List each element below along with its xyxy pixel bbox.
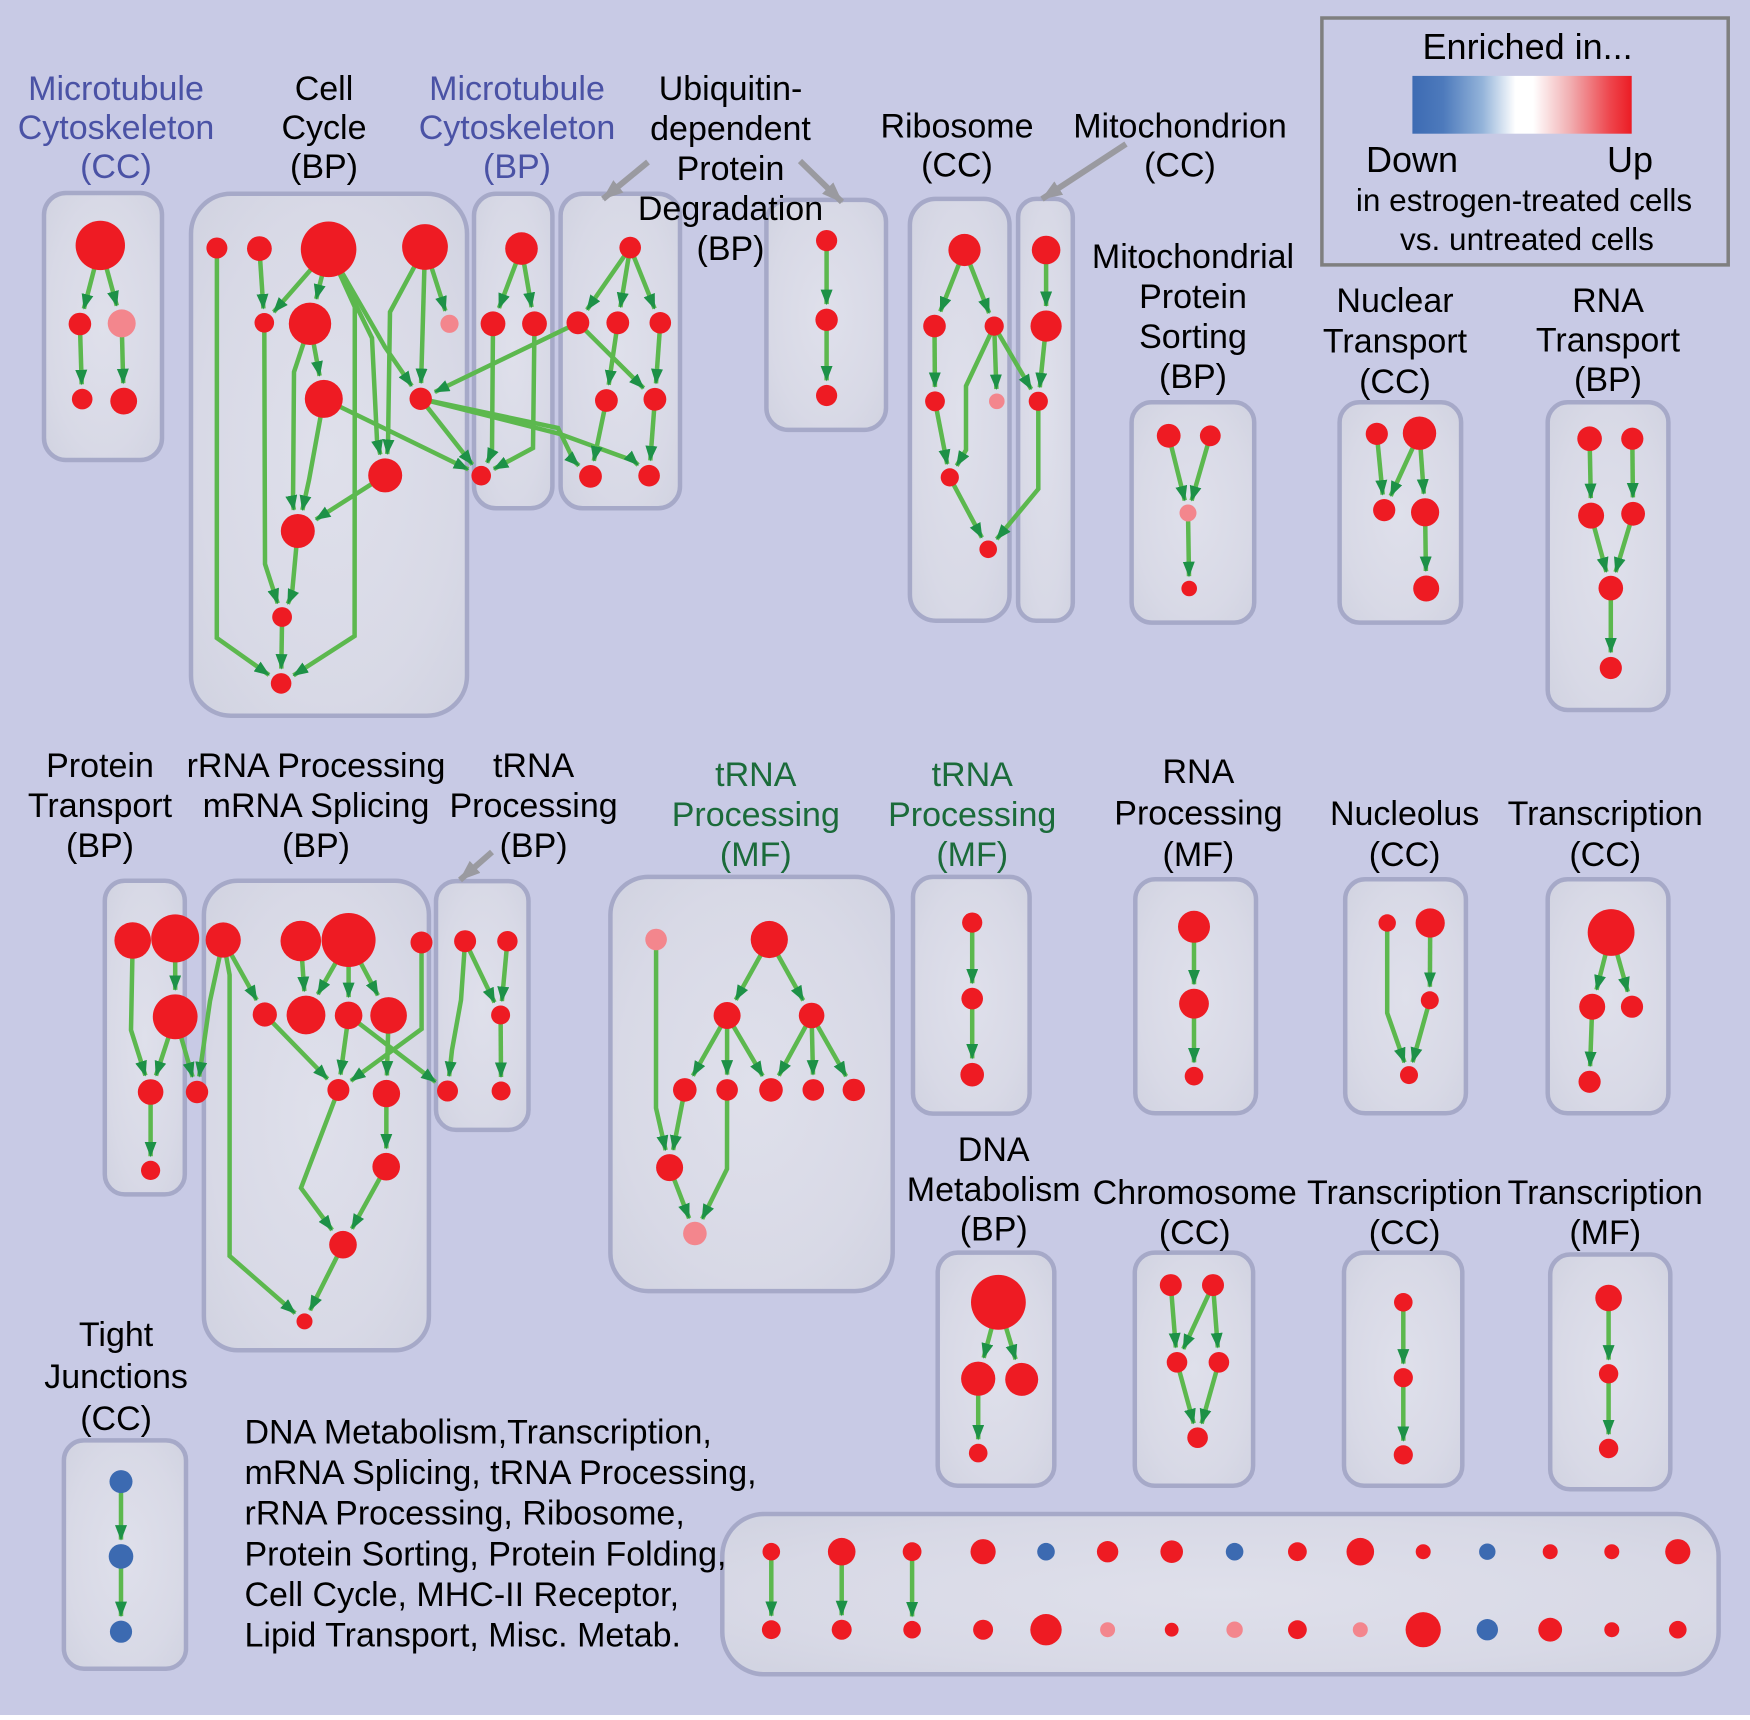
svg-text:(BP): (BP) <box>500 827 568 865</box>
svg-text:(BP): (BP) <box>282 827 350 865</box>
svg-text:(CC): (CC) <box>1144 147 1216 185</box>
svg-text:(MF): (MF) <box>720 836 792 874</box>
svg-text:Sorting: Sorting <box>1139 318 1247 356</box>
svg-text:Protein Sorting, Protein Foldi: Protein Sorting, Protein Folding, <box>245 1535 727 1573</box>
svg-text:(MF): (MF) <box>1569 1214 1641 1252</box>
svg-text:Up: Up <box>1607 139 1653 180</box>
svg-text:Ubiquitin-: Ubiquitin- <box>659 70 803 108</box>
svg-text:Microtubule: Microtubule <box>28 70 204 108</box>
svg-text:(CC): (CC) <box>1569 836 1641 874</box>
svg-text:Cytoskeleton: Cytoskeleton <box>18 109 215 147</box>
svg-text:DNA Metabolism,Transcription,: DNA Metabolism,Transcription, <box>245 1414 712 1452</box>
svg-text:(BP): (BP) <box>1574 361 1642 399</box>
svg-text:Protein: Protein <box>677 150 785 188</box>
svg-text:(BP): (BP) <box>697 230 765 268</box>
svg-text:Junctions: Junctions <box>44 1358 188 1396</box>
svg-text:Processing: Processing <box>449 787 617 825</box>
svg-text:Lipid Transport, Misc. Metab.: Lipid Transport, Misc. Metab. <box>245 1617 682 1655</box>
svg-text:RNA: RNA <box>1572 282 1644 320</box>
svg-text:Protein: Protein <box>46 747 154 785</box>
svg-text:Cell Cycle, MHC-II Receptor,: Cell Cycle, MHC-II Receptor, <box>245 1576 680 1614</box>
svg-text:(BP): (BP) <box>483 148 551 186</box>
svg-text:Chromosome: Chromosome <box>1093 1174 1297 1212</box>
svg-text:dependent: dependent <box>650 110 811 148</box>
svg-text:(CC): (CC) <box>80 1400 152 1438</box>
svg-text:(MF): (MF) <box>936 836 1008 874</box>
svg-text:Processing: Processing <box>1114 795 1282 833</box>
svg-text:in estrogen-treated cells: in estrogen-treated cells <box>1356 182 1692 218</box>
svg-text:rRNA Processing: rRNA Processing <box>187 747 446 785</box>
svg-text:Down: Down <box>1366 139 1458 180</box>
svg-text:Processing: Processing <box>672 796 840 834</box>
svg-text:(CC): (CC) <box>1359 363 1431 401</box>
svg-text:Cell: Cell <box>295 70 354 108</box>
svg-text:(BP): (BP) <box>66 827 134 865</box>
svg-text:Protein: Protein <box>1139 278 1247 316</box>
svg-text:Mitochondrial: Mitochondrial <box>1092 238 1294 276</box>
svg-text:Nuclear: Nuclear <box>1336 282 1453 320</box>
svg-text:Microtubule: Microtubule <box>429 70 605 108</box>
svg-text:(CC): (CC) <box>921 147 993 185</box>
svg-text:tRNA: tRNA <box>932 756 1014 794</box>
svg-text:tRNA: tRNA <box>493 747 575 785</box>
svg-text:Transport: Transport <box>1323 322 1468 360</box>
svg-text:(CC): (CC) <box>1159 1214 1231 1252</box>
svg-text:rRNA Processing, Ribosome,: rRNA Processing, Ribosome, <box>245 1495 685 1533</box>
svg-text:Ribosome: Ribosome <box>880 108 1033 146</box>
svg-text:(BP): (BP) <box>1159 358 1227 396</box>
svg-text:RNA: RNA <box>1163 753 1235 791</box>
svg-text:(MF): (MF) <box>1163 836 1235 874</box>
svg-text:(CC): (CC) <box>1369 1214 1441 1252</box>
svg-text:Degradation: Degradation <box>638 190 823 228</box>
svg-text:Enriched in...: Enriched in... <box>1423 26 1633 67</box>
svg-text:Metabolism: Metabolism <box>907 1171 1081 1209</box>
svg-text:(CC): (CC) <box>1369 836 1441 874</box>
svg-text:Cycle: Cycle <box>281 109 366 147</box>
svg-text:(BP): (BP) <box>960 1211 1028 1249</box>
svg-text:Nucleolus: Nucleolus <box>1330 795 1479 833</box>
svg-text:Transcription: Transcription <box>1508 1174 1703 1212</box>
svg-text:Transport: Transport <box>28 787 173 825</box>
svg-text:Processing: Processing <box>888 796 1056 834</box>
svg-text:Transport: Transport <box>1536 322 1681 360</box>
svg-text:Mitochondrion: Mitochondrion <box>1073 108 1287 146</box>
svg-text:Cytoskeleton: Cytoskeleton <box>419 109 616 147</box>
svg-text:mRNA Splicing: mRNA Splicing <box>203 787 430 825</box>
svg-text:DNA: DNA <box>958 1131 1030 1169</box>
svg-text:tRNA: tRNA <box>715 756 797 794</box>
svg-text:Transcription: Transcription <box>1307 1174 1502 1212</box>
svg-text:mRNA Splicing, tRNA Processing: mRNA Splicing, tRNA Processing, <box>245 1454 757 1492</box>
svg-text:Transcription: Transcription <box>1508 795 1703 833</box>
svg-text:vs. untreated cells: vs. untreated cells <box>1400 221 1654 257</box>
svg-text:Tight: Tight <box>79 1316 154 1354</box>
svg-text:(BP): (BP) <box>290 148 358 186</box>
svg-text:(CC): (CC) <box>80 148 152 186</box>
